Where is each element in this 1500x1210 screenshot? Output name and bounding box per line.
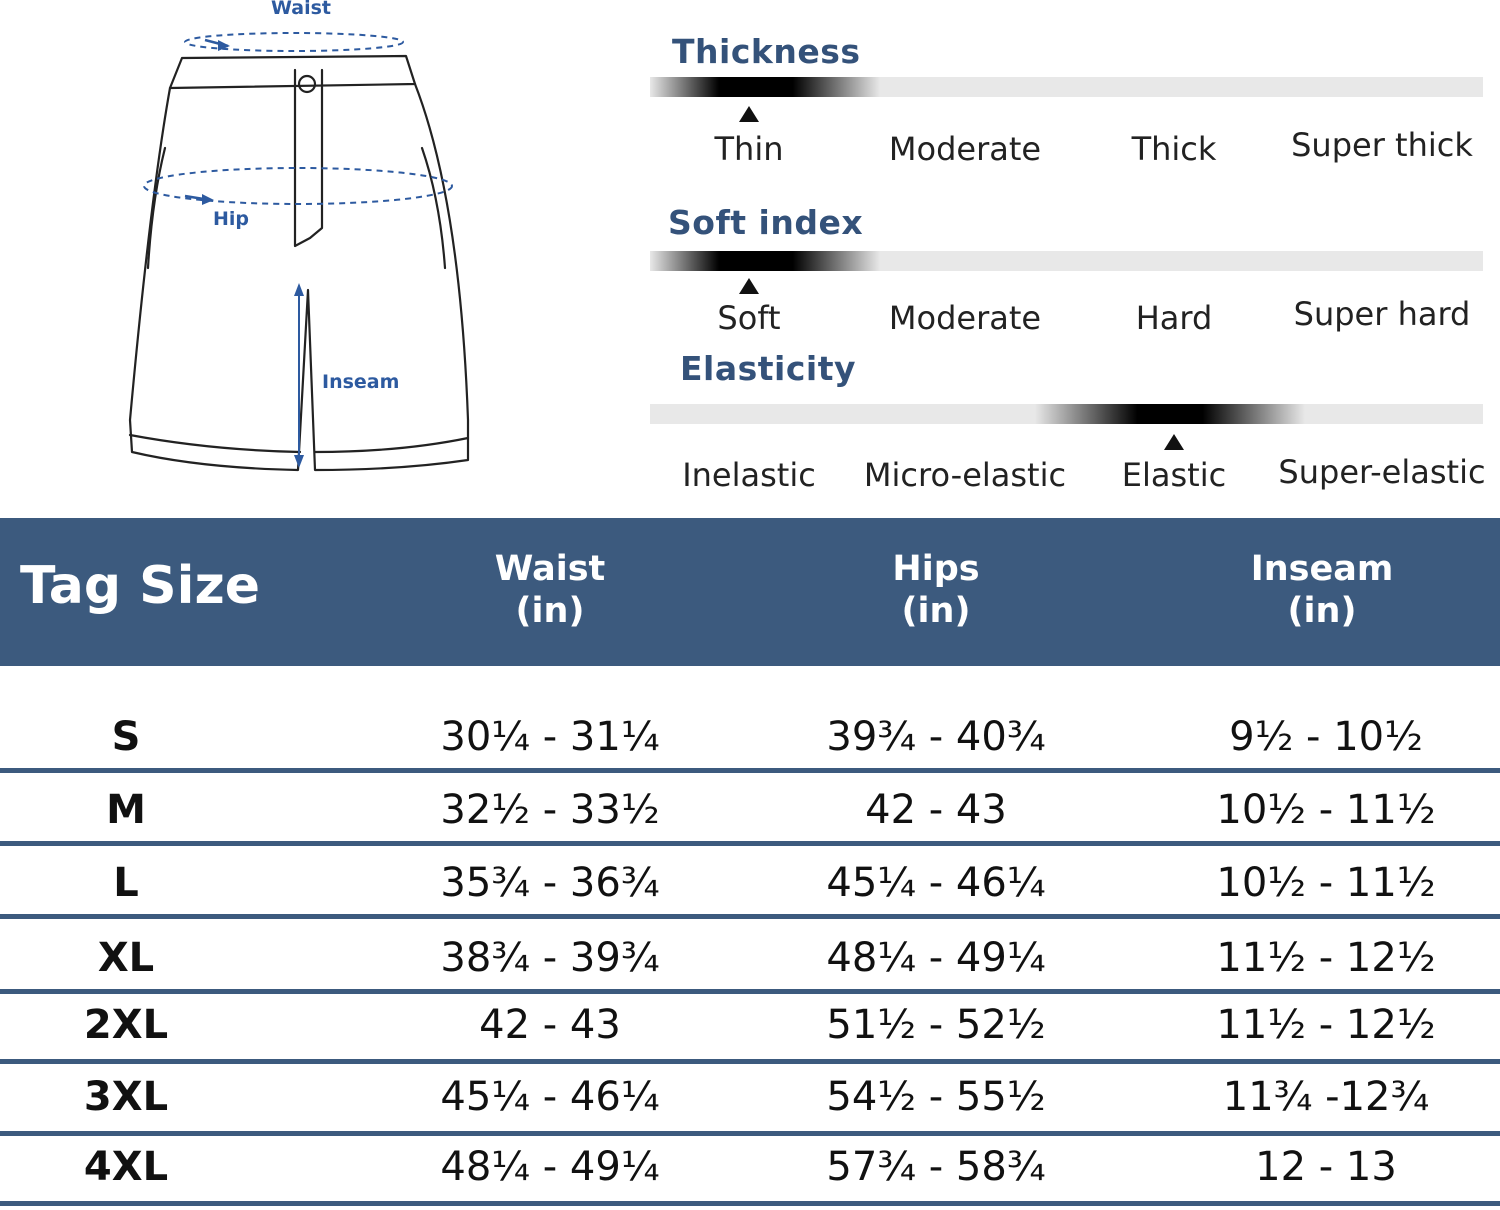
elasticity-option: Micro-elastic (863, 456, 1067, 494)
elasticity-option: Inelastic (682, 456, 816, 494)
size-cell: 2XL (83, 1002, 169, 1048)
row-divider (0, 914, 1500, 919)
inseam-cell: 10½ - 11½ (1216, 787, 1436, 833)
size-cell: 3XL (83, 1074, 169, 1120)
thickness-option: Thick (1131, 130, 1217, 168)
inseam-header-label: Inseam (1250, 549, 1394, 589)
soft-index-option: Moderate (888, 299, 1042, 337)
tag-size-header: Tag Size (20, 556, 260, 616)
thickness-option: Thin (714, 130, 784, 168)
row-divider (0, 1131, 1500, 1136)
thickness-option: Moderate (888, 130, 1042, 168)
elasticity-bar (650, 404, 1483, 424)
waist-cell: 35¾ - 36¾ (440, 860, 660, 906)
inseam-cell: 11½ - 12½ (1216, 935, 1436, 981)
size-cell: XL (97, 935, 155, 981)
hips-cell: 39¾ - 40¾ (826, 714, 1046, 760)
elasticity-title: Elasticity (680, 349, 857, 388)
soft-index-option: Hard (1135, 299, 1213, 337)
row-divider (0, 768, 1500, 773)
elasticity-option: Elastic (1121, 456, 1227, 494)
waist-cell: 45¼ - 46¼ (440, 1074, 660, 1120)
waist-measure-label: Waist (271, 0, 332, 19)
waist-column-header: Waist (in) (420, 548, 680, 632)
waist-cell: 42 - 43 (479, 1002, 621, 1048)
hips-cell: 54½ - 55½ (826, 1074, 1046, 1120)
hips-cell: 57¾ - 58¾ (826, 1144, 1046, 1190)
hips-cell: 45¼ - 46¼ (826, 860, 1046, 906)
hips-header-label: Hips (892, 549, 980, 589)
inseam-cell: 11½ - 12½ (1216, 1002, 1436, 1048)
thickness-title: Thickness (672, 32, 861, 71)
waist-cell: 48¼ - 49¼ (440, 1144, 660, 1190)
hip-measure-label: Hip (213, 208, 250, 230)
waist-header-label: Waist (494, 549, 606, 589)
inseam-cell: 11¾ -12¾ (1222, 1074, 1430, 1120)
inseam-cell: 12 - 13 (1255, 1144, 1397, 1190)
soft-index-bar (650, 251, 1483, 271)
inseam-cell: 10½ - 11½ (1216, 860, 1436, 906)
inseam-measure-label: Inseam (322, 371, 400, 393)
soft-index-option: Super hard (1293, 295, 1471, 333)
row-divider (0, 841, 1500, 846)
waist-cell: 32½ - 33½ (440, 787, 660, 833)
thickness-marker-icon (739, 106, 759, 122)
shorts-diagram: Waist Hip Inseam (110, 0, 490, 490)
hips-cell: 51½ - 52½ (826, 1002, 1046, 1048)
size-table-header: Tag Size Waist (in) Hips (in) Inseam (in… (0, 518, 1500, 666)
thickness-bar (650, 77, 1483, 97)
thickness-option: Super thick (1291, 126, 1473, 164)
inseam-column-header: Inseam (in) (1192, 548, 1452, 632)
soft-index-title: Soft index (668, 203, 864, 242)
hips-header-unit: (in) (901, 591, 971, 631)
elasticity-option: Super-elastic (1278, 453, 1486, 491)
size-cell: 4XL (83, 1144, 169, 1190)
hips-cell: 42 - 43 (865, 787, 1007, 833)
waist-cell: 30¼ - 31¼ (440, 714, 660, 760)
size-cell: S (111, 714, 141, 760)
waist-cell: 38¾ - 39¾ (440, 935, 660, 981)
inseam-cell: 9½ - 10½ (1229, 714, 1423, 760)
hips-cell: 48¼ - 49¼ (826, 935, 1046, 981)
elasticity-marker-icon (1164, 434, 1184, 450)
size-cell: L (113, 860, 139, 906)
size-cell: M (106, 787, 146, 833)
row-divider (0, 1201, 1500, 1206)
waist-header-unit: (in) (515, 591, 585, 631)
inseam-header-unit: (in) (1287, 591, 1357, 631)
soft-index-marker-icon (739, 278, 759, 294)
hips-column-header: Hips (in) (806, 548, 1066, 632)
shorts-outline-icon (128, 32, 470, 472)
soft-index-option: Soft (717, 299, 781, 337)
row-divider (0, 989, 1500, 994)
row-divider (0, 1059, 1500, 1064)
